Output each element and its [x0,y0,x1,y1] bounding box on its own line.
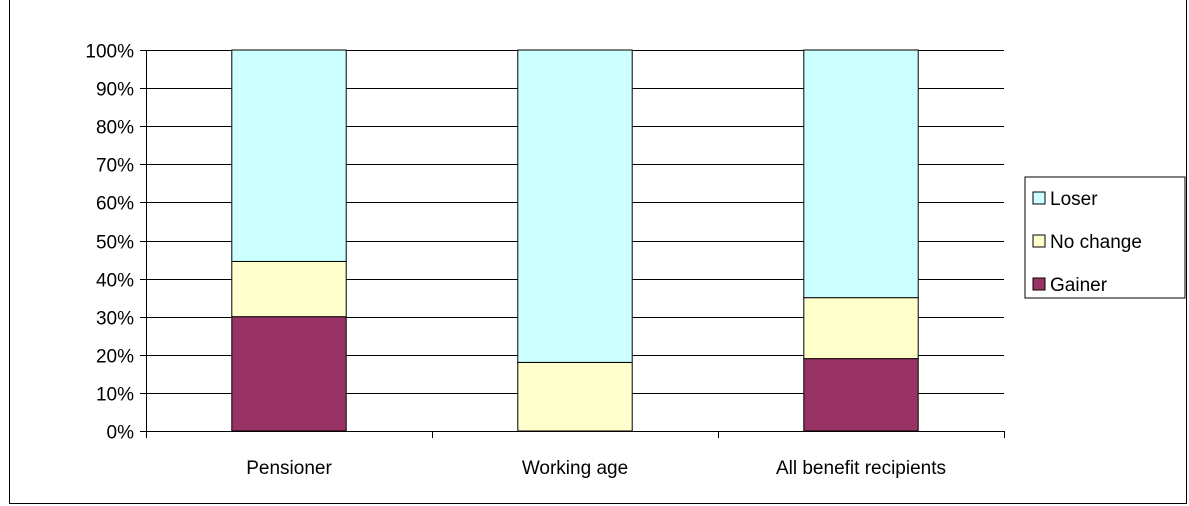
category-label: Pensioner [246,458,332,479]
y-tick-label: 70% [96,156,134,177]
legend-box [1024,176,1186,299]
bar-segment-no-change [517,361,633,432]
legend-swatch [1032,191,1046,205]
bar-segment-loser [231,49,347,262]
bar-segment-no-change [231,260,347,318]
y-tick-label: 50% [96,233,134,254]
bar-segment-gainer [803,358,919,432]
bar-segment-no-change [803,297,919,360]
axes [140,50,1005,438]
category-label: Working age [522,458,628,479]
y-tick-labels: 0% 10% 20% 30% 40% 50% 60% 70% 80% 90% 100% [85,42,134,444]
legend-swatch [1032,234,1046,248]
legend-swatch [1032,277,1046,291]
chart-frame [9,0,1187,504]
legend-label: No change [1050,232,1142,253]
y-tick-label: 20% [96,347,134,368]
legend-label: Gainer [1050,275,1108,296]
category-label: All benefit recipients [776,458,946,479]
y-tick-label: 100% [85,42,134,63]
y-tick-label: 10% [96,385,134,406]
category-labels: Pensioner Working age All benefit recipien… [246,458,946,479]
bar-segment-loser [803,49,919,299]
y-tick-label: 40% [96,271,134,292]
legend: Loser No change Gainer [1024,176,1186,299]
y-tick-label: 90% [96,80,134,101]
y-tick-label: 0% [107,423,135,444]
bar-segment-loser [517,49,633,363]
bars [231,49,919,432]
y-tick-label: 30% [96,309,134,330]
legend-label: Loser [1050,189,1098,210]
bar-segment-gainer [231,316,347,432]
y-tick-label: 60% [96,194,134,215]
y-tick-label: 80% [96,118,134,139]
